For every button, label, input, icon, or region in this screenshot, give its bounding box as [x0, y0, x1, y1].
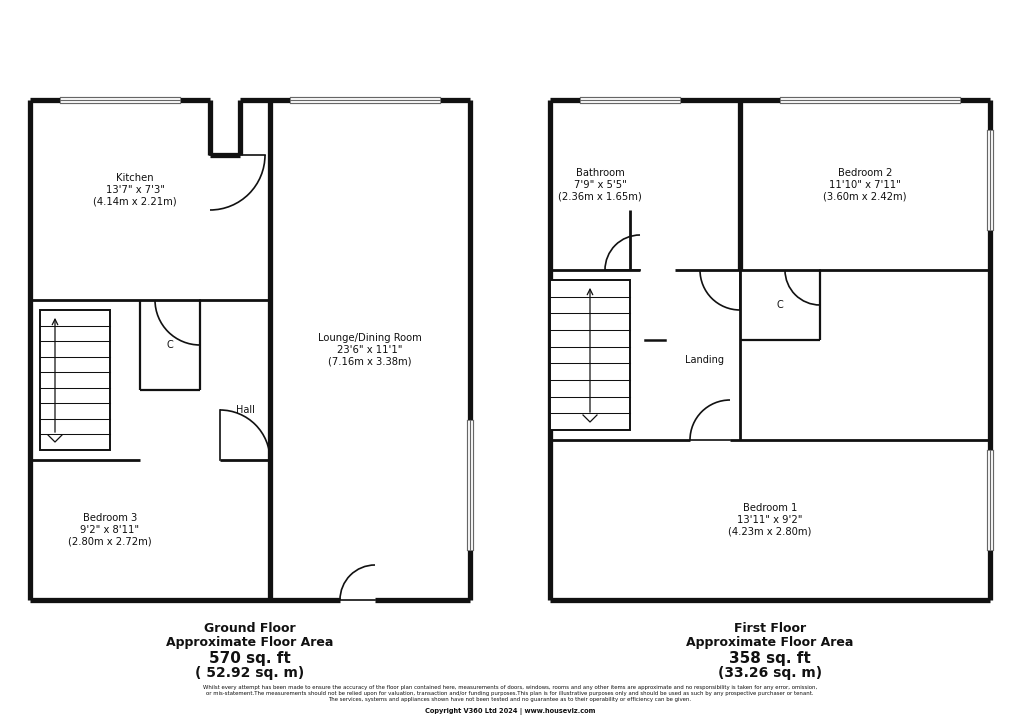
Text: 358 sq. ft: 358 sq. ft: [729, 651, 810, 666]
Text: C: C: [775, 300, 783, 310]
Text: First Floor: First Floor: [734, 622, 805, 635]
Text: Whilst every attempt has been made to ensure the accuracy of the floor plan cont: Whilst every attempt has been made to en…: [203, 685, 816, 701]
Text: ( 52.92 sq. m): ( 52.92 sq. m): [196, 666, 305, 680]
Text: Landing: Landing: [685, 355, 723, 365]
Text: Bedroom 3
9'2" x 8'11"
(2.80m x 2.72m): Bedroom 3 9'2" x 8'11" (2.80m x 2.72m): [68, 513, 152, 546]
Text: Copyright V360 Ltd 2024 | www.houseviz.com: Copyright V360 Ltd 2024 | www.houseviz.c…: [424, 708, 595, 715]
Bar: [549, 280, 630, 430]
Text: Approximate Floor Area: Approximate Floor Area: [686, 636, 853, 649]
Text: Bathroom
7'9" x 5'5"
(2.36m x 1.65m): Bathroom 7'9" x 5'5" (2.36m x 1.65m): [557, 168, 641, 202]
Text: C: C: [166, 340, 173, 350]
Text: Hall: Hall: [235, 405, 254, 415]
Text: Lounge/Dining Room
23'6" x 11'1"
(7.16m x 3.38m): Lounge/Dining Room 23'6" x 11'1" (7.16m …: [318, 333, 422, 366]
Bar: [40, 310, 110, 450]
Text: Approximate Floor Area: Approximate Floor Area: [166, 636, 333, 649]
Text: Ground Floor: Ground Floor: [204, 622, 296, 635]
Text: 570 sq. ft: 570 sq. ft: [209, 651, 290, 666]
Text: Bedroom 2
11'10" x 7'11"
(3.60m x 2.42m): Bedroom 2 11'10" x 7'11" (3.60m x 2.42m): [822, 168, 906, 202]
Text: Bedroom 1
13'11" x 9'2"
(4.23m x 2.80m): Bedroom 1 13'11" x 9'2" (4.23m x 2.80m): [728, 503, 811, 536]
Text: Kitchen
13'7" x 7'3"
(4.14m x 2.21m): Kitchen 13'7" x 7'3" (4.14m x 2.21m): [93, 174, 176, 207]
Text: (33.26 sq. m): (33.26 sq. m): [717, 666, 821, 680]
